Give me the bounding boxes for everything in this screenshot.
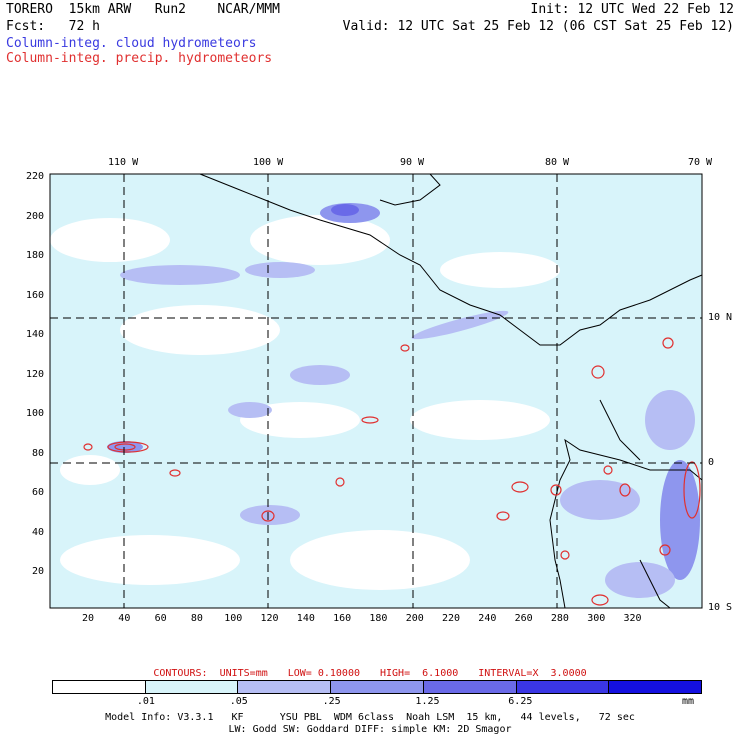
y-tick-label: 20 — [32, 566, 45, 577]
top-lon-label-70w: 70 W — [688, 157, 713, 168]
header-init-time: Init: 12 UTC Wed 22 Feb 12 — [530, 2, 735, 17]
contour-high: HIGH= 6.1000 — [379, 668, 459, 679]
top-lon-label-90w: 90 W — [400, 157, 425, 168]
x-tick-label: 240 — [478, 613, 497, 624]
colorbar-unit: mm — [682, 696, 695, 707]
precip-contours — [83, 337, 701, 606]
right-lat-label-10s: 10 S — [708, 602, 733, 613]
colorbar-swatch — [331, 681, 424, 693]
top-lon-label-100w: 100 W — [253, 157, 284, 168]
colorbar-swatch — [516, 681, 610, 693]
y-tick-label: 80 — [32, 447, 45, 459]
x-tick-label: 20 — [82, 613, 95, 624]
contour-info: CONTOURS: UNITS=mm LOW= 0.10000 HIGH= 6.10… — [0, 668, 740, 679]
contour-units: CONTOURS: UNITS=mm — [153, 668, 268, 679]
colorbar-swatch — [423, 681, 517, 693]
y-tick-label: 220 — [26, 171, 45, 182]
colorbar-label: .25 — [322, 696, 341, 707]
x-tick-label: 260 — [514, 613, 533, 624]
colorbar-swatch — [145, 681, 239, 693]
lat-lon-gridlines — [50, 174, 702, 608]
colorbar-label: 6.25 — [508, 696, 533, 707]
colorbar — [52, 680, 702, 694]
y-tick-label: 200 — [26, 210, 45, 222]
colorbar-swatch — [238, 681, 332, 693]
x-tick-label: 160 — [333, 613, 352, 624]
right-lat-label-equator: 0 — [708, 457, 715, 468]
model-info-line1: Model Info: V3.3.1 KF YSU PBL WDM 6class… — [105, 712, 635, 723]
contour-interval: INTERVAL=X 3.0000 — [478, 668, 587, 679]
x-tick-label: 80 — [190, 613, 203, 624]
cloud-field-patches — [50, 203, 700, 598]
x-tick-label: 140 — [296, 613, 315, 624]
x-tick-label: 120 — [260, 613, 279, 624]
x-tick-label: 280 — [550, 613, 569, 624]
x-tick-label: 100 — [224, 613, 243, 624]
header-valid-time: Valid: 12 UTC Sat 25 Feb 12 (06 CST Sat … — [342, 19, 734, 34]
x-tick-label: 300 — [587, 613, 606, 624]
legend-cloud-hydrometeors: Column-integ. cloud hydrometeors — [6, 36, 257, 51]
header-forecast-hour: Fcst: 72 h — [6, 19, 100, 34]
x-tick-label: 180 — [369, 613, 388, 624]
coastline-outlines — [199, 173, 703, 609]
top-lon-label-110w: 110 W — [108, 157, 139, 168]
y-tick-label: 180 — [26, 250, 45, 261]
colorbar-swatch — [53, 681, 146, 693]
colorbar-label: 1.25 — [415, 696, 440, 707]
y-tick-label: 40 — [32, 526, 45, 538]
y-tick-label: 100 — [26, 408, 45, 419]
contour-low: LOW= 0.10000 — [287, 668, 360, 679]
map-frame — [49, 173, 703, 609]
top-lon-label-80w: 80 W — [545, 157, 570, 168]
colorbar-swatch — [609, 681, 702, 693]
x-tick-label: 320 — [623, 613, 642, 624]
header-title: TORERO 15km ARW Run2 NCAR/MMM — [6, 2, 280, 17]
right-lat-label-10n: 10 N — [708, 312, 733, 323]
legend-precip-hydrometeors: Column-integ. precip. hydrometeors — [6, 51, 273, 66]
x-tick-label: 200 — [405, 613, 424, 624]
y-tick-label: 120 — [26, 368, 45, 380]
x-tick-label: 220 — [442, 613, 461, 624]
y-tick-label: 140 — [26, 329, 45, 340]
x-tick-label: 60 — [154, 613, 167, 624]
model-info-line2: LW: Godd SW: Goddard DIFF: simple KM: 2D… — [228, 724, 512, 735]
colorbar-label: .05 — [229, 696, 248, 707]
x-tick-label: 40 — [118, 613, 131, 624]
colorbar-label: .01 — [136, 696, 155, 707]
y-tick-label: 60 — [32, 487, 45, 498]
y-tick-label: 160 — [26, 289, 45, 301]
